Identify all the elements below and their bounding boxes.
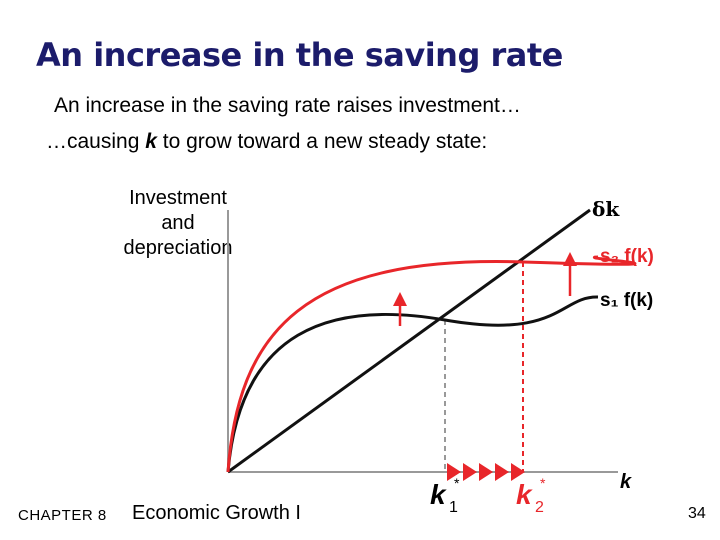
k-growth-arrow-2 xyxy=(463,463,477,481)
s2-curve xyxy=(226,255,637,473)
shift-arrow-left xyxy=(393,292,407,326)
footer-course: Economic Growth I xyxy=(132,502,301,524)
k-growth-arrows xyxy=(447,463,525,481)
k-growth-arrow-5 xyxy=(511,463,525,481)
page-number: 34 xyxy=(688,505,706,522)
depreciation-line xyxy=(227,208,591,474)
k2-subscript: 2 xyxy=(535,499,544,516)
bullet-2-suffix: to grow toward a new steady state: xyxy=(156,130,488,153)
k1-letter: k xyxy=(430,479,447,510)
k-growth-arrow-3 xyxy=(479,463,493,481)
footer-chapter: CHAPTER 8 xyxy=(18,507,107,524)
s2-label: s₂ f(k) xyxy=(600,246,654,267)
k1-star-label: k 1 * xyxy=(430,475,460,516)
k-growth-arrow-4 xyxy=(495,463,509,481)
bullet-2-variable: k xyxy=(145,130,157,153)
k1-subscript: 1 xyxy=(449,499,458,516)
shift-arrow-right xyxy=(563,252,577,296)
k-growth-arrow-1 xyxy=(447,463,461,481)
y-axis-label-line-2: and xyxy=(161,212,195,234)
bullet-2-prefix: …causing xyxy=(46,130,146,153)
s1-label: s₁ f(k) xyxy=(600,290,653,311)
x-axis-label: k xyxy=(620,471,632,493)
y-axis-label: Investment and depreciation xyxy=(90,186,266,261)
k2-star-label: k 2 * xyxy=(516,475,546,516)
k2-star: * xyxy=(540,475,546,491)
slide-title: An increase in the saving rate xyxy=(36,36,563,74)
s1-curve xyxy=(226,295,599,473)
k1-star: * xyxy=(454,475,460,491)
depreciation-label: δk xyxy=(592,197,620,221)
bullet-1: An increase in the saving rate raises in… xyxy=(54,94,521,117)
y-axis-label-line-1: Investment xyxy=(129,187,227,209)
bullet-2: …causing k to grow toward a new steady s… xyxy=(46,130,487,154)
y-axis-label-line-3: depreciation xyxy=(123,237,233,259)
k2-letter: k xyxy=(516,479,533,510)
